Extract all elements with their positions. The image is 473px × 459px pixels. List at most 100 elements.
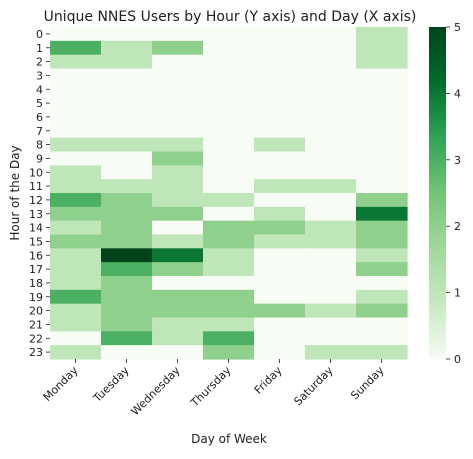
colorbar: 0 1 2 3 4 5 — [429, 21, 461, 366]
heatmap-cell — [101, 40, 153, 56]
heatmap-cell — [203, 345, 255, 360]
heatmap-cell — [305, 331, 357, 346]
heatmap-cell — [50, 40, 102, 56]
heatmap-cell — [254, 303, 306, 319]
x-tick-label: Friday — [252, 364, 285, 397]
heatmap-cell — [254, 262, 306, 277]
heatmap-cell — [254, 151, 306, 166]
heatmap-cell — [50, 123, 102, 139]
heatmap-cell — [356, 110, 408, 125]
heatmap-cell — [254, 317, 306, 332]
heatmap-cell — [152, 179, 204, 194]
heatmap-cell — [305, 151, 357, 166]
y-tick-label: 1 — [36, 42, 43, 55]
x-tick-label: Wednesday — [128, 364, 183, 419]
heatmap-cell — [305, 165, 357, 180]
heatmap-cell — [152, 276, 204, 291]
heatmap-cell — [50, 137, 102, 153]
heatmap-cell — [152, 234, 204, 249]
y-tick-label: 16 — [29, 249, 43, 262]
heatmap-cell — [50, 262, 102, 277]
heatmap-cell — [101, 317, 153, 332]
y-tick-label: 22 — [29, 332, 43, 345]
heatmap-cell — [356, 40, 408, 56]
heatmap-cell — [101, 331, 153, 346]
heatmap-cell — [254, 110, 306, 125]
y-tick-label: 3 — [36, 69, 43, 82]
heatmap-cell — [50, 303, 102, 319]
heatmap-cell — [101, 165, 153, 180]
heatmap-cell — [203, 220, 255, 236]
heatmap-cell — [152, 206, 204, 222]
heatmap-cell — [203, 262, 255, 277]
heatmap-cell — [254, 206, 306, 222]
heatmap-cell — [101, 110, 153, 125]
heatmap-cell — [152, 123, 204, 139]
heatmap-cell — [305, 110, 357, 125]
heatmap-cell — [101, 68, 153, 83]
heatmap-cell — [254, 234, 306, 249]
heatmap-cell — [254, 137, 306, 153]
heatmap-cell — [254, 331, 306, 346]
y-tick-label: 14 — [29, 222, 43, 235]
heatmap-cell — [305, 54, 357, 70]
heatmap-cell — [305, 262, 357, 277]
colorbar-tick-label: 3 — [454, 154, 461, 167]
heatmap-cell — [152, 262, 204, 277]
heatmap-cell — [254, 289, 306, 305]
heatmap-cell — [305, 248, 357, 263]
heatmap-cell — [152, 248, 204, 263]
heatmap-cell — [50, 151, 102, 166]
y-tick-label: 12 — [29, 194, 43, 207]
heatmap-cell — [203, 110, 255, 125]
y-tick-label: 21 — [29, 318, 43, 331]
y-tick-label: 20 — [29, 305, 43, 318]
y-tick-label: 5 — [36, 97, 43, 110]
heatmap-cell — [50, 54, 102, 70]
heatmap-cell — [254, 165, 306, 180]
heatmap-cell — [152, 220, 204, 236]
y-tick-label: 13 — [29, 208, 43, 221]
heatmap-cell — [305, 82, 357, 97]
heatmap-cell — [203, 27, 255, 42]
heatmap-cell — [50, 68, 102, 83]
heatmap-cell — [203, 82, 255, 97]
heatmap-cell — [356, 276, 408, 291]
x-tick-label: Sunday — [348, 364, 387, 403]
heatmap-cell — [152, 40, 204, 56]
heatmap-cell — [356, 54, 408, 70]
x-tick-label: Thursday — [188, 364, 234, 410]
heatmap-cell — [50, 110, 102, 125]
heatmap-cell — [305, 289, 357, 305]
heatmap-cell — [50, 27, 102, 42]
heatmap-cell — [356, 151, 408, 166]
heatmap-cell — [152, 345, 204, 360]
heatmap-cell — [356, 234, 408, 249]
heatmap-cell — [254, 276, 306, 291]
heatmap-cell — [356, 96, 408, 111]
heatmap-cell — [101, 96, 153, 111]
heatmap-cell — [356, 179, 408, 194]
colorbar-gradient — [429, 27, 446, 359]
heatmap-cell — [305, 276, 357, 291]
heatmap-cell — [101, 220, 153, 236]
heatmap-cell — [254, 179, 306, 194]
heatmap-cell — [101, 303, 153, 319]
heatmap-cell — [152, 331, 204, 346]
heatmap-cell — [101, 82, 153, 97]
heatmap-cell — [50, 345, 102, 360]
y-tick-label: 2 — [36, 56, 43, 69]
colorbar-tick-label: 2 — [454, 220, 461, 233]
heatmap-cell — [356, 345, 408, 360]
heatmap-cell — [203, 179, 255, 194]
heatmap-cell — [203, 68, 255, 83]
heatmap-cell — [254, 27, 306, 42]
heatmap-cell — [254, 123, 306, 139]
heatmap-cell — [152, 27, 204, 42]
heatmap-cell — [356, 262, 408, 277]
heatmap-cell — [50, 206, 102, 222]
x-tick-label: Tuesday — [90, 364, 132, 406]
